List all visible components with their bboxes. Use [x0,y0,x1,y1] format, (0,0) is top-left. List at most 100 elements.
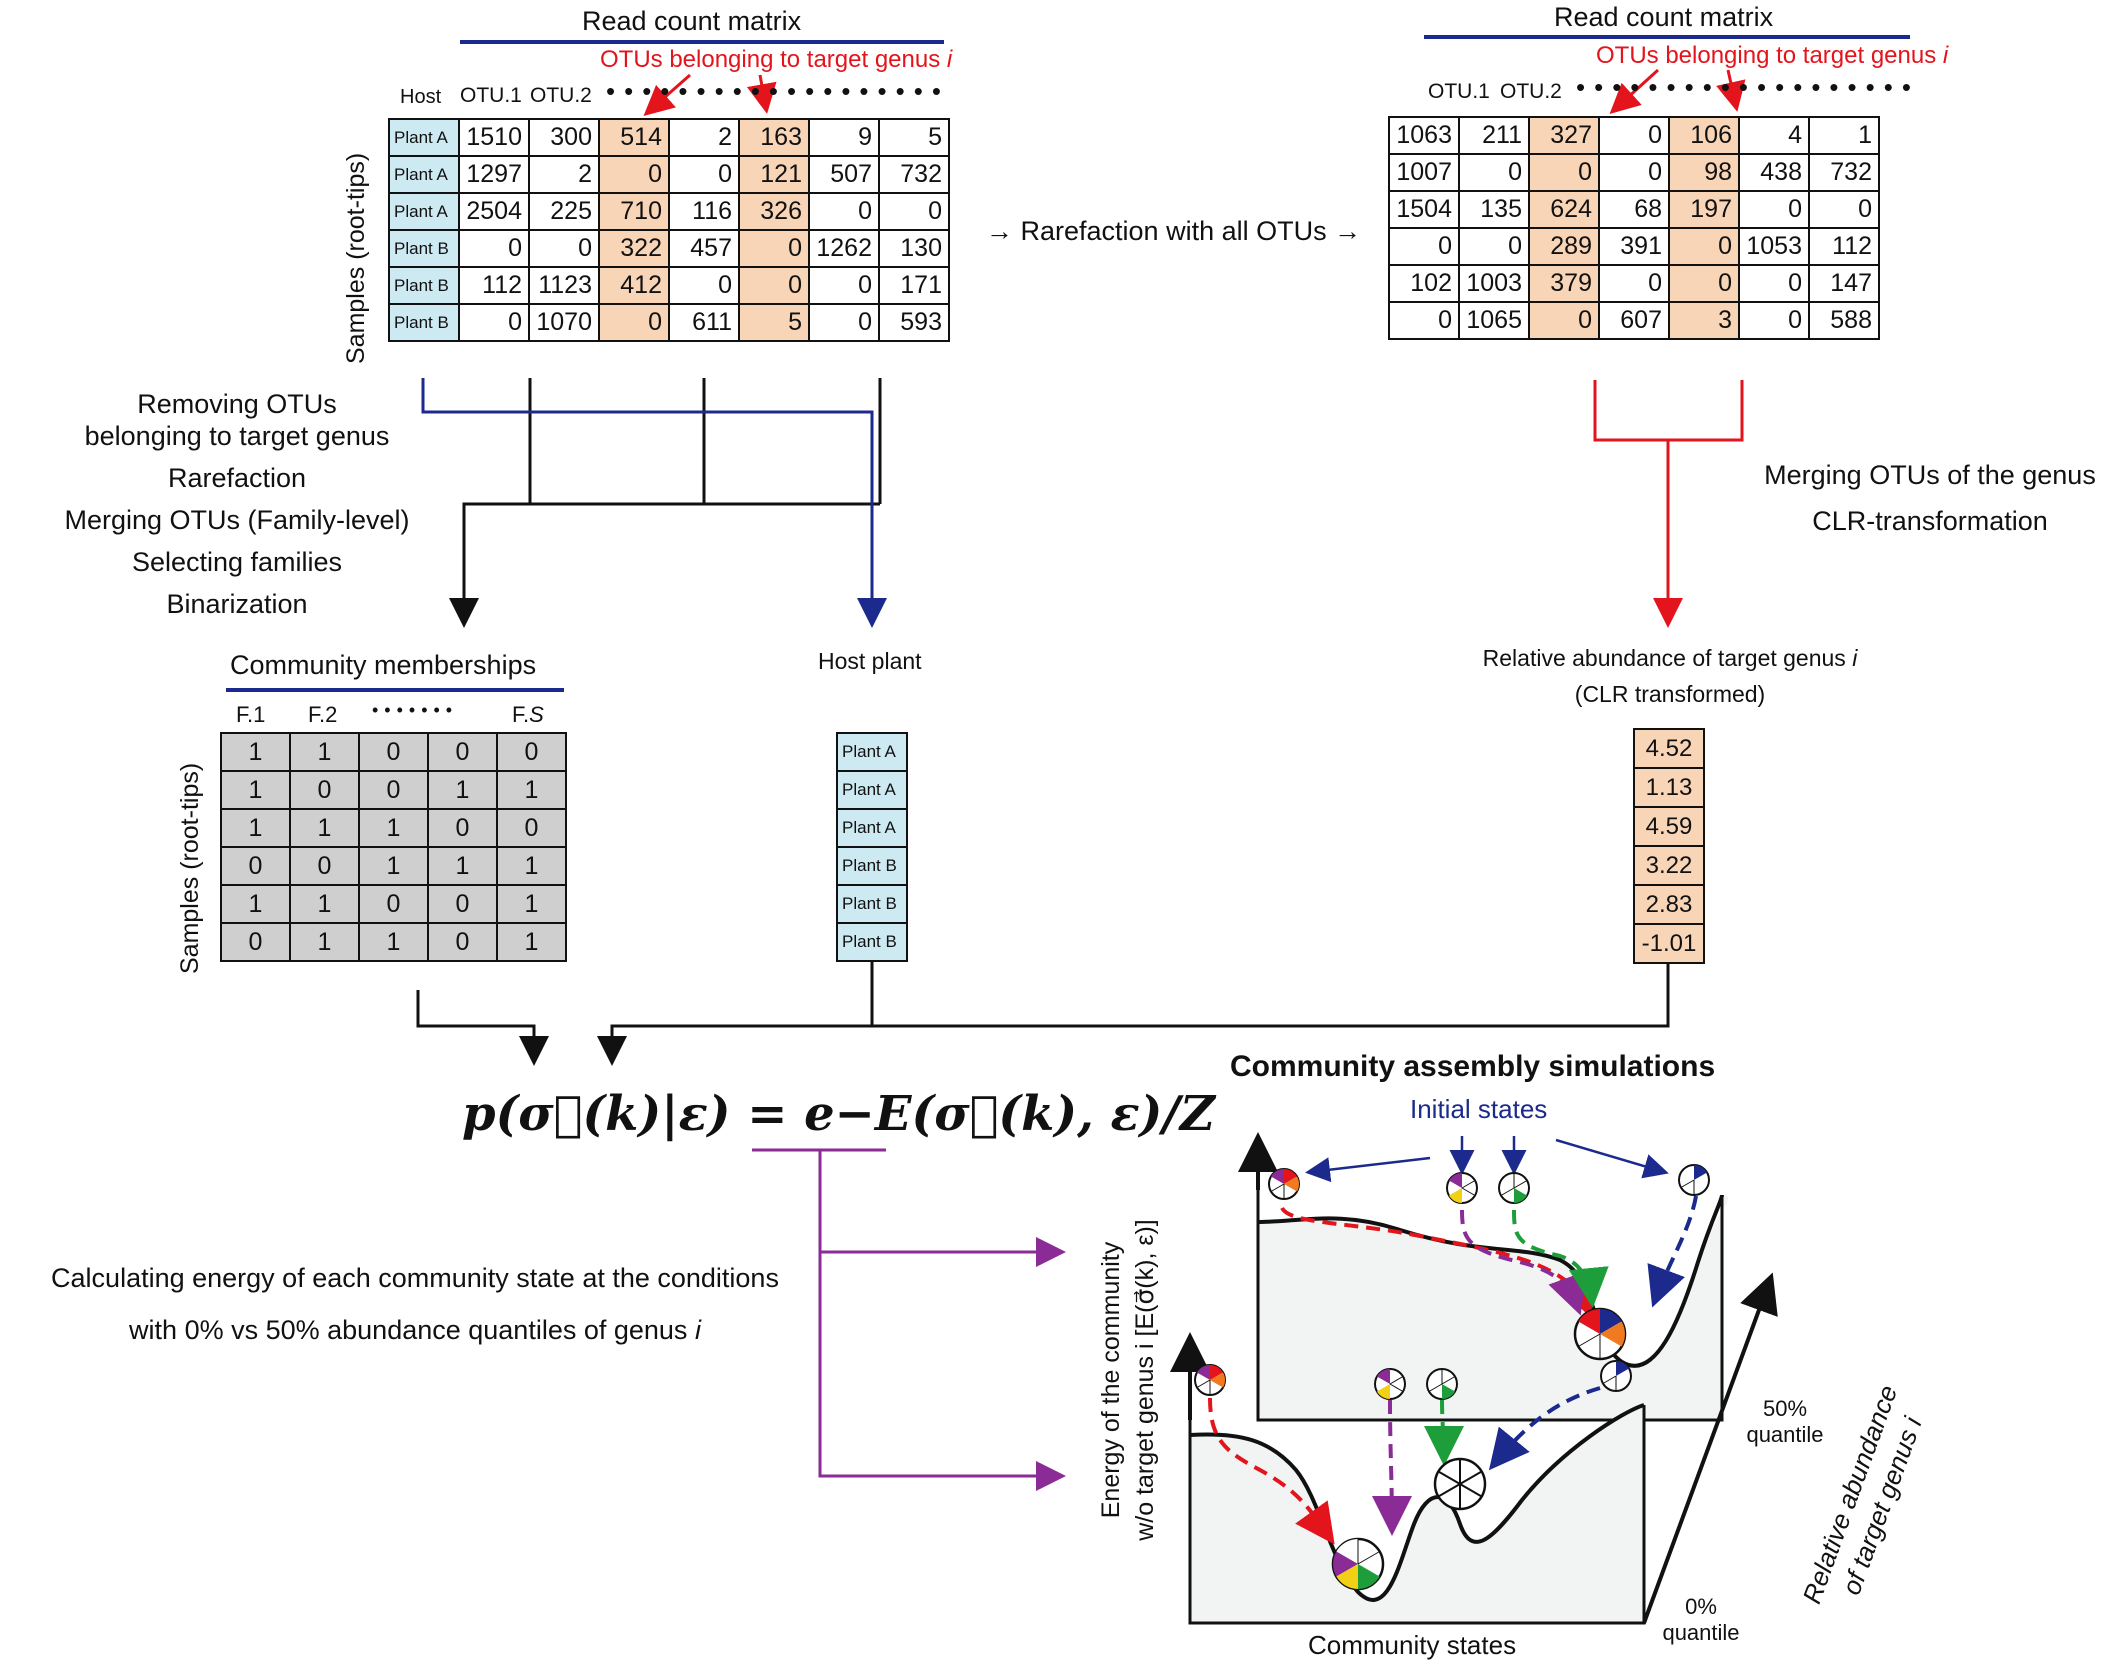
table-row: Plant B 0 0 322 457 0 1262 130 [388,229,950,268]
count-cell: 0 [458,303,530,342]
count-cell: 0 [808,303,880,342]
table-row: 1504 135 624 68 197 0 0 [1388,190,1880,229]
table-row: -1.01 [1633,923,1705,964]
count-cell: 211 [1458,116,1530,155]
membership-cell: 1 [289,884,360,924]
abundance-cell: 4.59 [1633,806,1705,847]
right-steps: Merging OTUs of the genus CLR-transforma… [1764,460,2096,536]
count-cell: 4 [1738,116,1810,155]
pie-initial-green [1498,1172,1530,1204]
count-cell: 1123 [528,266,600,305]
count-cell: 0 [668,266,740,305]
count-cell: 0 [598,303,670,342]
membership-cell: 1 [358,808,429,848]
count-cell: 2 [528,155,600,194]
count-cell: 322 [598,229,670,268]
membership-cell: 0 [427,884,498,924]
count-cell: 1063 [1388,116,1460,155]
left-y-label: Samples (root-tips) [342,152,370,364]
membership-cell: 1 [289,808,360,848]
count-cell: 0 [1738,301,1810,340]
count-cell: 0 [878,192,950,231]
count-cell: 197 [1668,190,1740,229]
right-target-label: OTUs belonging to target genus i [1596,42,1949,69]
energy-y-label: Energy of the community w/o target genus… [1097,1219,1159,1541]
table-row: 0 1065 0 607 3 0 588 [1388,301,1880,340]
host-plant-title: Host plant [818,648,922,674]
membership-cell: 0 [427,922,498,962]
membership-cell: 0 [427,732,498,772]
table-row: Plant B 112 1123 412 0 0 0 171 [388,266,950,305]
count-cell: 379 [1528,264,1600,303]
abundance-cell: 2.83 [1633,884,1705,925]
count-cell: 289 [1528,227,1600,266]
count-cell: 1297 [458,155,530,194]
host-cell: Plant B [388,229,460,268]
membership-cell: 1 [289,922,360,962]
count-cell: 593 [878,303,950,342]
count-cell: 163 [738,118,810,157]
count-cell: 0 [1388,227,1460,266]
count-cell: 121 [738,155,810,194]
count-cell: 507 [808,155,880,194]
pie-initial-red-front [1194,1364,1226,1396]
host-cell: Plant A [836,732,908,772]
count-cell: 112 [458,266,530,305]
count-cell: 147 [1808,264,1880,303]
membership-cell: 1 [358,846,429,886]
membership-cell: 1 [289,732,360,772]
community-title: Community memberships [230,650,537,680]
membership-cell: 0 [496,808,567,848]
host-cell: Plant B [388,266,460,305]
count-cell: 171 [878,266,950,305]
count-cell: 1003 [1458,264,1530,303]
count-cell: 0 [1458,153,1530,192]
count-cell: 225 [528,192,600,231]
count-cell: 514 [598,118,670,157]
table-row: 2.83 [1633,884,1705,925]
host-cell: Plant B [836,922,908,962]
count-cell: 116 [668,192,740,231]
membership-cell: 1 [496,884,567,924]
quantile-50-label: 50% quantile [1746,1396,1824,1447]
membership-cell: 0 [220,922,291,962]
host-cell: Plant B [388,303,460,342]
count-cell: 326 [738,192,810,231]
table-row: 1063 211 327 0 106 4 1 [1388,116,1880,155]
table-row: 4.59 [1633,806,1705,847]
table-row: Plant A [836,808,908,848]
count-cell: 0 [668,155,740,194]
count-cell: 3 [1668,301,1740,340]
count-cell: 1053 [1738,227,1810,266]
table-row: Plant B [836,884,908,924]
right-matrix-title: Read count matrix [1554,2,1774,32]
left-col-dots: ••••••••••••••••••• [606,76,950,106]
table-row: Plant A [836,770,908,810]
count-cell: 9 [808,118,880,157]
landscape-50-quantile [1258,1195,1729,1420]
count-cell: 135 [1458,190,1530,229]
count-cell: 112 [1808,227,1880,266]
abundance-cell: -1.01 [1633,923,1705,964]
count-cell: 732 [878,155,950,194]
count-cell: 106 [1668,116,1740,155]
count-cell: 0 [1598,264,1670,303]
count-cell: 1504 [1388,190,1460,229]
equation: p(σ⃗(k)|ε) = e−E(σ⃗(k), ε)/Z [462,1086,1215,1142]
pie-initial-blue-front [1600,1360,1632,1392]
table-row: 0 0 289 391 0 1053 112 [1388,227,1880,266]
membership-cell: 0 [358,884,429,924]
rarefaction-all-otus: → Rarefaction with all OTUs → [986,216,1362,246]
count-cell: 102 [1388,264,1460,303]
count-cell: 624 [1528,190,1600,229]
pie-initial-red [1268,1168,1300,1200]
membership-cell: 1 [220,770,291,810]
energy-text: Calculating energy of each community sta… [51,1263,779,1345]
membership-cell: 1 [427,846,498,886]
count-cell: 0 [1598,153,1670,192]
membership-cell: 1 [427,770,498,810]
